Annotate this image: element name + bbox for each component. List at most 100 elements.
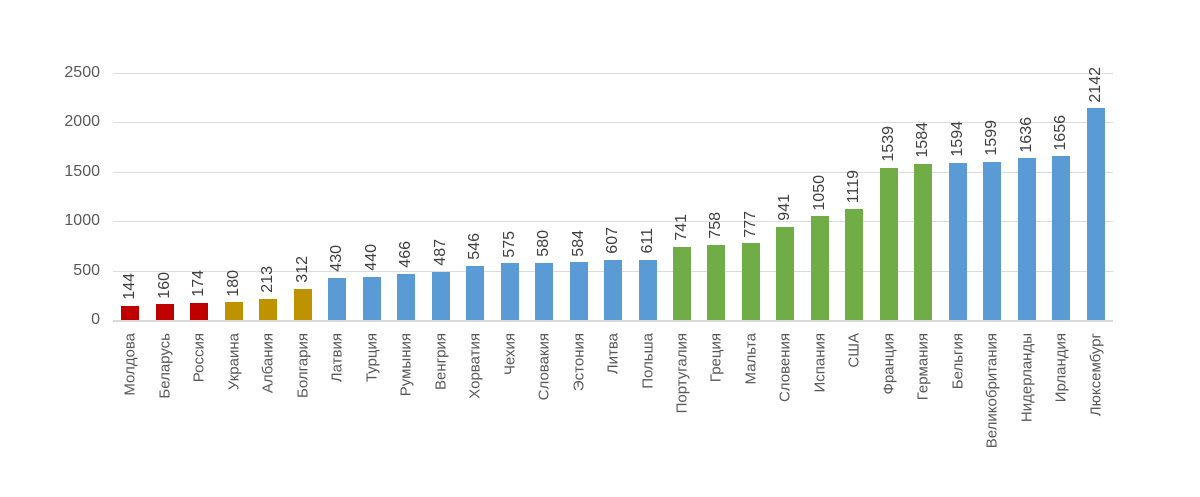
gridline-1000 [113, 221, 1113, 223]
bar-category-label: Словения [776, 333, 794, 403]
bar-США [845, 209, 864, 320]
bar-category-label: Нидерланды [1018, 333, 1036, 423]
bar-category-label: Испания [811, 333, 829, 393]
bar-Беларусь [155, 304, 174, 320]
y-tick-label-500: 500 [73, 261, 100, 279]
bar-Великобритания [983, 162, 1002, 320]
bar-Нидерланды [1017, 158, 1036, 320]
bar-slot: 430 Латвия [320, 73, 354, 382]
bar-category-label: Россия [190, 333, 208, 383]
gridline-1500 [113, 171, 1113, 173]
bar-value-label: 180 [224, 269, 242, 297]
bar-value-label: 1050 [810, 174, 828, 211]
bar-Бельгия [948, 162, 967, 320]
bar-category-label: Албания [259, 333, 277, 394]
bar-slot: 160 Беларусь [147, 73, 181, 399]
bar-category-label: Эстония [570, 333, 588, 392]
bar-slot: 1119 США [837, 73, 871, 368]
bar-category-label: Болгария [294, 333, 312, 398]
bar-category-label: Молдова [121, 333, 139, 396]
bar-Украина [224, 302, 243, 320]
bar-value-label: 1584 [914, 121, 932, 158]
bar-slot: 1584 Германия [906, 73, 940, 400]
bar-slot: 466 Румыния [389, 73, 423, 396]
bar-value-label: 580 [535, 230, 553, 257]
bar-Словакия [535, 262, 554, 320]
bar-category-label: Греция [707, 333, 725, 383]
bar-Хорватия [466, 266, 485, 320]
bar-slot: 1539 Франция [872, 73, 906, 394]
y-tick-label-1000: 1000 [64, 212, 100, 230]
bar-slot: 777 Мальта [734, 73, 768, 384]
bar-Румыния [397, 273, 416, 320]
gridline-2500 [113, 73, 1113, 74]
bar-Эстония [569, 262, 588, 320]
bar-slot: 2142 Люксембург [1079, 67, 1113, 416]
bar-value-label: 213 [259, 266, 277, 293]
bar-value-label: 758 [707, 212, 725, 240]
bar-value-label: 1636 [1017, 116, 1035, 153]
bar-value-label: 312 [293, 256, 311, 284]
bar-category-label: Польша [639, 333, 656, 389]
bar-value-label: 1599 [983, 120, 1001, 157]
bar-slot: 213 Албания [251, 73, 285, 393]
bar-Испания [810, 216, 829, 320]
bar-category-label: Латвия [328, 333, 346, 383]
bar-value-label: 430 [328, 244, 346, 272]
bar-Мальта [741, 243, 760, 320]
bar-slot: 1636 Нидерланды [1010, 73, 1044, 422]
bar-slot: 1050 Испания [803, 73, 837, 393]
bar-value-label: 1539 [879, 126, 897, 162]
bar-slot: 440 Турция [354, 73, 388, 382]
bar-Албания [259, 298, 278, 320]
bar-category-label: Германия [914, 333, 932, 401]
bar-value-label: 1119 [845, 170, 863, 204]
bar-category-label: Литва [604, 333, 622, 375]
bar-Молдова [121, 305, 140, 320]
bar-Ирландия [1052, 156, 1071, 320]
y-tick-label-2500: 2500 [64, 64, 100, 81]
bar-category-label: Ирландия [1052, 333, 1070, 403]
bar-Польша [638, 259, 657, 320]
bar-value-label: 941 [776, 194, 794, 222]
bar-slot: 180 Украина [216, 73, 250, 390]
bar-value-label: 741 [672, 214, 690, 241]
bar-value-label: 487 [431, 239, 449, 266]
bar-slot: 758 Греция [699, 73, 733, 382]
bar-value-label: 144 [121, 273, 139, 300]
bar-category-label: Люксембург [1087, 333, 1105, 417]
bar-category-label: США [845, 333, 863, 368]
bar-value-label: 777 [741, 210, 759, 238]
bar-Франция [879, 167, 898, 320]
bar-slot: 1599 Великобритания [975, 73, 1009, 448]
bar-Германия [914, 163, 933, 320]
bar-slot: 546 Хорватия [458, 73, 492, 399]
bar-slot: 312 Болгария [285, 73, 319, 398]
bars-container: 144 Молдова 160 Беларусь 174 Россия 180 Украина… [113, 67, 1113, 448]
bar-Словения [776, 227, 795, 320]
bar-value-label: 160 [155, 271, 173, 299]
bar-slot: 611 Польша [630, 73, 664, 389]
bar-Португалия [672, 246, 691, 320]
bar-slot: 580 Словакия [527, 73, 561, 400]
bar-value-label: 1656 [1052, 114, 1070, 151]
bar-value-label: 466 [397, 241, 415, 268]
bar-slot: 607 Литва [596, 73, 630, 374]
gridline-2000 [113, 122, 1113, 124]
bar-value-label: 607 [604, 227, 622, 255]
bar-slot: 584 Эстония [561, 73, 595, 391]
bar-value-label: 584 [569, 229, 587, 257]
bar-Люксембург [1086, 108, 1105, 320]
bar-Россия [190, 302, 209, 320]
bar-Болгария [293, 289, 312, 320]
bar-category-label: Великобритания [983, 333, 1001, 449]
y-tick-label-0: 0 [91, 311, 100, 328]
bar-slot: 487 Венгрия [423, 73, 457, 390]
bar-Греция [707, 245, 726, 320]
bar-Литва [604, 260, 623, 320]
plot-area: 144 Молдова 160 Беларусь 174 Россия 180 Украина… [113, 67, 1113, 448]
bar-slot: 741 Португалия [665, 73, 699, 413]
bar-slot: 174 Россия [182, 73, 216, 382]
bar-value-label: 1594 [948, 120, 966, 157]
bar-category-label: Беларусь [156, 333, 174, 399]
